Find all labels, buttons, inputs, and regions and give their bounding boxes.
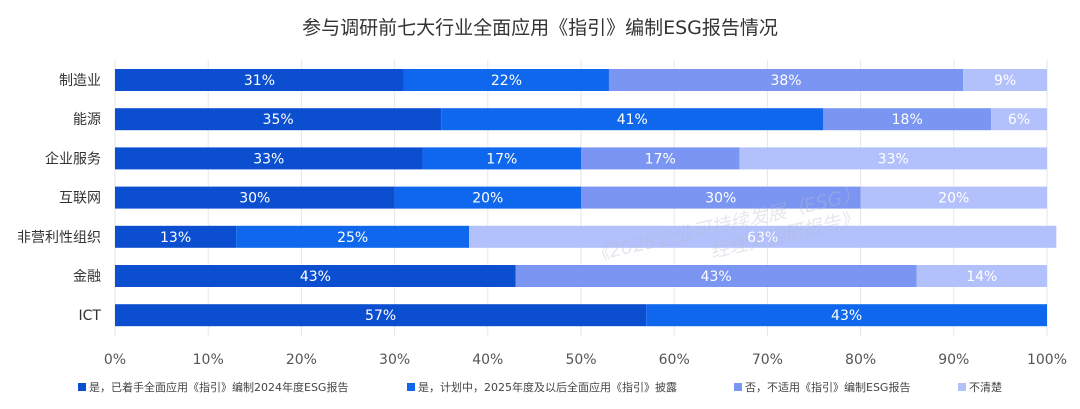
data-label: 30% — [239, 191, 270, 207]
bar-segment — [115, 304, 647, 327]
legend-label: 是，计划中，2025年度及以后全面应用《指引》披露 — [418, 380, 677, 394]
bar-segment — [581, 147, 740, 170]
bar-segment — [469, 225, 1057, 248]
bar-segment — [236, 225, 470, 248]
data-label: 43% — [831, 308, 862, 324]
category-label: 能源 — [73, 112, 101, 128]
data-label: 38% — [770, 73, 801, 89]
bar-segment — [115, 147, 423, 170]
x-tick-label: 80% — [845, 352, 876, 368]
category-label: 金融 — [73, 269, 101, 285]
data-label: 63% — [747, 230, 778, 246]
bar-segment — [963, 69, 1047, 91]
category-label: 制造业 — [59, 73, 101, 89]
bar-segment — [916, 265, 1047, 287]
legend-swatch — [407, 383, 415, 391]
x-tick-label: 30% — [379, 352, 410, 368]
chart-title: 参与调研前七大行业全面应用《指引》编制ESG报告情况 — [302, 17, 778, 39]
x-tick-label: 40% — [472, 352, 503, 368]
data-label: 18% — [892, 112, 923, 128]
legend-swatch — [734, 383, 742, 391]
legend-label: 是，已着手全面应用《指引》编制2024年度ESG报告 — [89, 380, 348, 394]
x-tick-label: 50% — [565, 352, 596, 368]
bar-segment — [403, 69, 609, 91]
data-label: 14% — [966, 269, 997, 285]
bar-segment — [646, 304, 1047, 327]
data-label: 25% — [337, 230, 368, 246]
data-label: 33% — [253, 151, 284, 167]
x-tick-label: 90% — [938, 352, 969, 368]
x-tick-label: 100% — [1027, 352, 1067, 368]
data-label: 22% — [491, 73, 522, 89]
data-label: 41% — [617, 112, 648, 128]
data-label: 13% — [160, 230, 191, 246]
data-label: 20% — [472, 191, 503, 207]
bar-segment — [581, 186, 861, 209]
legend-swatch — [78, 383, 86, 391]
data-label: 31% — [244, 73, 275, 89]
data-label: 6% — [1008, 112, 1030, 128]
bar-segment — [115, 108, 442, 131]
x-tick-label: 20% — [286, 352, 317, 368]
x-tick-label: 0% — [104, 352, 126, 368]
data-label: 43% — [701, 269, 732, 285]
x-axis-tick-labels: 0% 10% 20% 30% 40% 50% 60% 70% 80% 90% 100% — [104, 352, 1067, 368]
category-label: 互联网 — [59, 191, 101, 207]
bar-segment — [739, 147, 1047, 170]
x-tick-label: 60% — [659, 352, 690, 368]
category-label: 企业服务 — [45, 150, 101, 167]
bar-segment — [422, 147, 581, 170]
legend-label: 不清楚 — [969, 380, 1002, 394]
bar-segment — [441, 108, 824, 131]
bar-segment — [115, 69, 404, 91]
data-label: 30% — [705, 191, 736, 207]
x-tick-label: 10% — [193, 352, 224, 368]
bar-segment — [608, 69, 964, 91]
data-label: 33% — [878, 151, 909, 167]
data-label: 57% — [365, 308, 396, 324]
legend: 是，已着手全面应用《指引》编制2024年度ESG报告 是，计划中，2025年度及以… — [78, 380, 1002, 394]
data-label: 17% — [645, 151, 676, 167]
data-label: 35% — [263, 112, 294, 128]
x-tick-label: 70% — [752, 352, 783, 368]
bars: 31% 22% 38% 9% 35% 41% 18% 6% 33% 17% 17% 33% 30% 20%… — [115, 69, 1057, 327]
bar-segment — [115, 225, 237, 248]
bar-segment — [991, 108, 1047, 131]
data-label: 43% — [300, 269, 331, 285]
bar-segment — [115, 186, 395, 209]
data-label: 17% — [486, 151, 517, 167]
bar-segment — [515, 265, 917, 287]
legend-swatch — [958, 383, 966, 391]
data-label: 9% — [994, 73, 1016, 89]
data-label: 20% — [938, 191, 969, 207]
category-label: 非营利性组织 — [17, 230, 101, 246]
bar-segment — [394, 186, 581, 209]
legend-label: 否，不适用《指引》编制ESG报告 — [745, 380, 910, 394]
bar-segment — [860, 186, 1047, 209]
bar-segment — [823, 108, 992, 131]
bar-segment — [115, 265, 516, 287]
category-label: ICT — [79, 308, 102, 324]
